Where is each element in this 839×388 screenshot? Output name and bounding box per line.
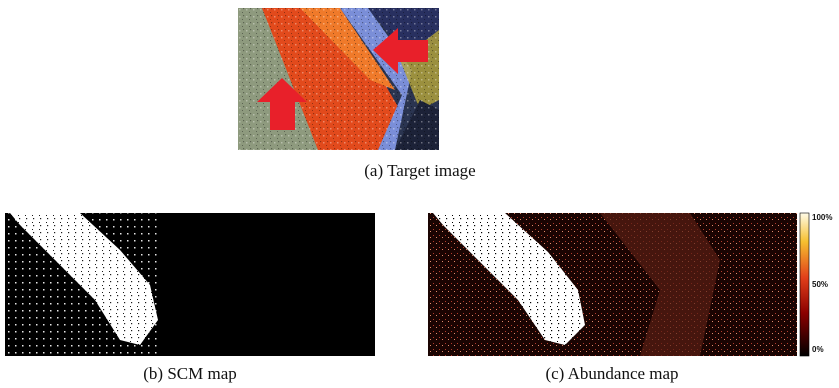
colorbar-label: 50%: [812, 280, 828, 289]
page: 100% 50% 0% (a) Target image (b) SCM map…: [0, 0, 839, 388]
colorbar: [800, 213, 809, 356]
target-image: [238, 8, 439, 150]
caption: (b) SCM map: [143, 364, 237, 384]
colorbar-label: 100%: [812, 213, 832, 222]
caption: (a) Target image: [364, 161, 475, 181]
abundance-map: [428, 213, 797, 356]
figure: 100% 50% 0%: [0, 0, 839, 388]
caption: (c) Abundance map: [545, 364, 678, 384]
colorbar-label: 0%: [812, 345, 824, 354]
scm-map: [5, 213, 375, 356]
